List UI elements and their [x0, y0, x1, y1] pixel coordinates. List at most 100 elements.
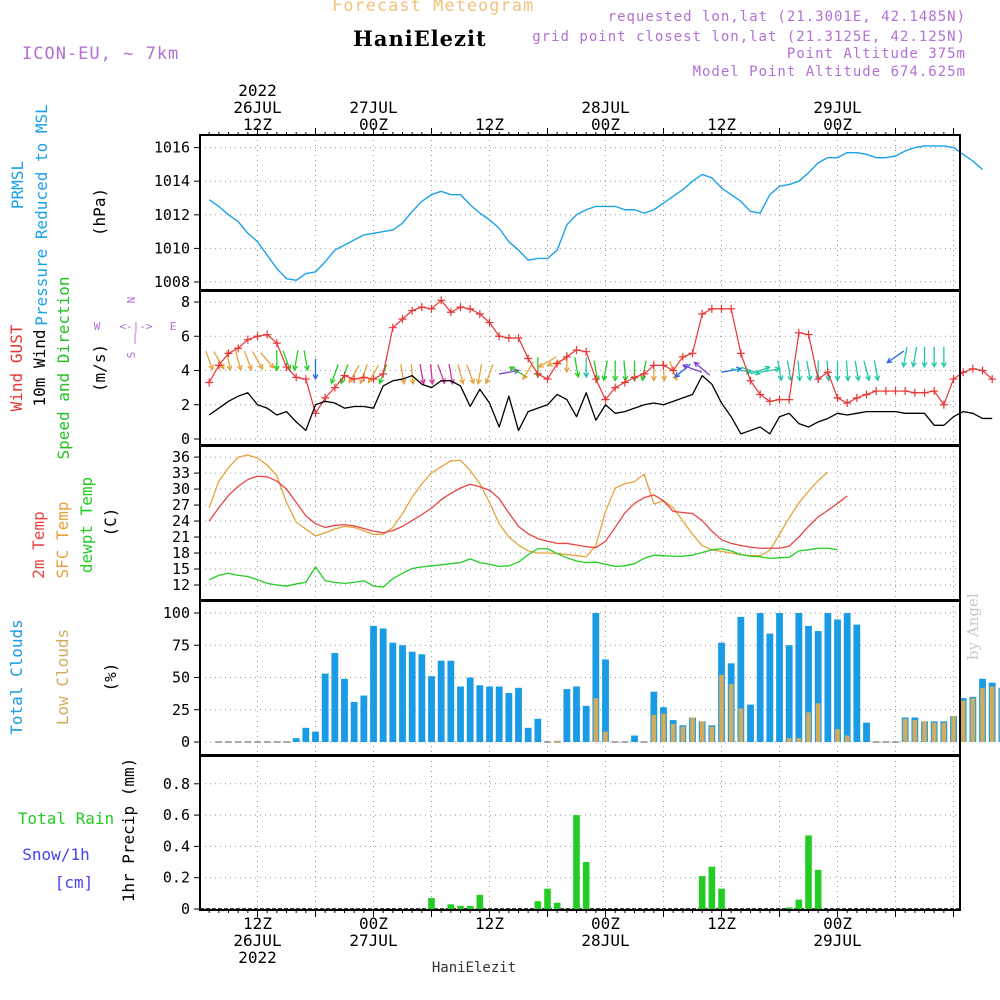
- wind-direction-arrow: [693, 361, 711, 376]
- arrow-head: [681, 363, 689, 370]
- gust-marker: [823, 368, 832, 377]
- total-cloud-bar: [785, 645, 793, 742]
- bottom-time-label: 12Z: [707, 914, 736, 933]
- pressure-label-1: PRMSL: [8, 161, 27, 209]
- gust-marker: [466, 304, 475, 313]
- compass-n: N: [125, 297, 138, 304]
- wind-direction-arrow: [931, 346, 938, 369]
- gust-marker: [446, 308, 455, 317]
- arrow-head: [359, 378, 365, 385]
- wind-direction-arrow: [251, 351, 264, 371]
- low-cloud-bar: [786, 738, 792, 742]
- arrow-head: [367, 377, 374, 384]
- wind-direction-arrow: [330, 364, 339, 385]
- compass-e: E: [170, 320, 177, 333]
- y-tick-label: 33: [172, 464, 190, 482]
- gust-marker: [205, 378, 214, 387]
- arrow-head: [901, 361, 908, 368]
- total-cloud-bar: [302, 727, 310, 742]
- temp-2m-line: [208, 475, 848, 549]
- gust-marker: [282, 363, 291, 372]
- wind-direction-arrow: [409, 363, 416, 386]
- y-tick-label: 18: [172, 544, 190, 562]
- arrow-head: [764, 365, 771, 372]
- arrow-shaft: [845, 360, 849, 381]
- y-tick-label: 0.2: [163, 869, 190, 887]
- wind-direction-arrow: [508, 366, 528, 378]
- gust-marker: [379, 369, 388, 378]
- gust-marker: [785, 395, 794, 404]
- low-cloud-bar: [699, 721, 705, 742]
- top-time-label: 2022: [238, 81, 277, 100]
- gust-marker: [475, 309, 484, 318]
- top-time-label: 29JUL: [813, 98, 861, 117]
- arrow-head: [348, 377, 354, 384]
- gust-marker: [437, 296, 446, 305]
- arrow-shaft: [593, 360, 599, 381]
- rain-bar: [785, 907, 793, 909]
- gust-marker: [649, 361, 658, 370]
- total-cloud-bar: [447, 660, 455, 742]
- gust-marker: [794, 328, 803, 337]
- arrow-head: [508, 366, 515, 372]
- gust-marker: [234, 344, 243, 353]
- gust-marker: [263, 330, 272, 339]
- arrow-head: [400, 378, 407, 386]
- arrow-head: [268, 362, 275, 369]
- gust-marker: [388, 323, 397, 332]
- rain-bar: [466, 905, 474, 909]
- arrow-head: [484, 378, 491, 385]
- gust-marker: [833, 393, 842, 402]
- total-cloud-bar: [602, 659, 609, 742]
- sfc-temp-label: SFC Temp: [53, 501, 72, 578]
- gust-line: [208, 299, 993, 414]
- total-cloud-label: Total Clouds: [7, 619, 26, 735]
- snow-label: Snow/1h: [22, 845, 89, 864]
- location-title: HaniElezit: [353, 26, 487, 51]
- total-cloud-bar: [321, 673, 329, 742]
- low-cloud-bar: [661, 713, 666, 742]
- wind-direction-arrow: [273, 350, 280, 372]
- y-tick-label: 25: [172, 701, 190, 719]
- gust-marker: [591, 375, 600, 384]
- arrow-shaft: [243, 350, 252, 370]
- arrow-head: [378, 378, 384, 385]
- gust-marker: [321, 393, 330, 402]
- wind-direction-arrow: [312, 358, 319, 381]
- wind-direction-arrow: [419, 363, 426, 386]
- low-cloud-bar: [554, 740, 560, 742]
- gust-marker: [804, 330, 813, 339]
- gust-label: Wind GUST: [7, 324, 26, 411]
- gust-marker: [988, 375, 997, 384]
- y-tick-label: 100: [163, 604, 190, 622]
- arrow-head: [303, 365, 310, 372]
- total-cloud-bar: [437, 660, 445, 742]
- gust-marker: [572, 345, 581, 354]
- wind-direction-arrow: [498, 368, 521, 375]
- gust-marker: [601, 395, 610, 404]
- wind-direction-arrow: [873, 360, 881, 382]
- wind-direction-arrow: [457, 364, 465, 385]
- arrow-head: [931, 362, 938, 369]
- arrow-head: [312, 374, 319, 381]
- rain-bar: [544, 888, 551, 909]
- arrow-shaft: [400, 363, 405, 384]
- low-cloud-bar: [844, 735, 850, 742]
- arrow-head: [429, 379, 435, 386]
- y-tick-label: 15: [172, 560, 190, 578]
- gust-marker: [485, 318, 494, 327]
- arrow-head: [257, 363, 264, 371]
- arrow-shaft: [750, 366, 770, 375]
- pressure-line: [208, 145, 983, 282]
- low-cloud-bar: [690, 717, 695, 742]
- requested-coords: requested lon,lat (21.3001E, 42.1485N): [607, 9, 966, 25]
- arrow-head: [226, 365, 233, 372]
- gust-marker: [330, 383, 339, 392]
- compass-arrow: <-|->: [119, 320, 152, 333]
- arrow-shaft: [797, 360, 801, 381]
- arrow-shaft: [777, 360, 782, 381]
- wind-direction-arrow: [205, 350, 214, 371]
- wind-direction-arrow: [243, 350, 253, 371]
- wind-direction-arrow: [854, 360, 861, 382]
- gust-marker: [775, 395, 784, 404]
